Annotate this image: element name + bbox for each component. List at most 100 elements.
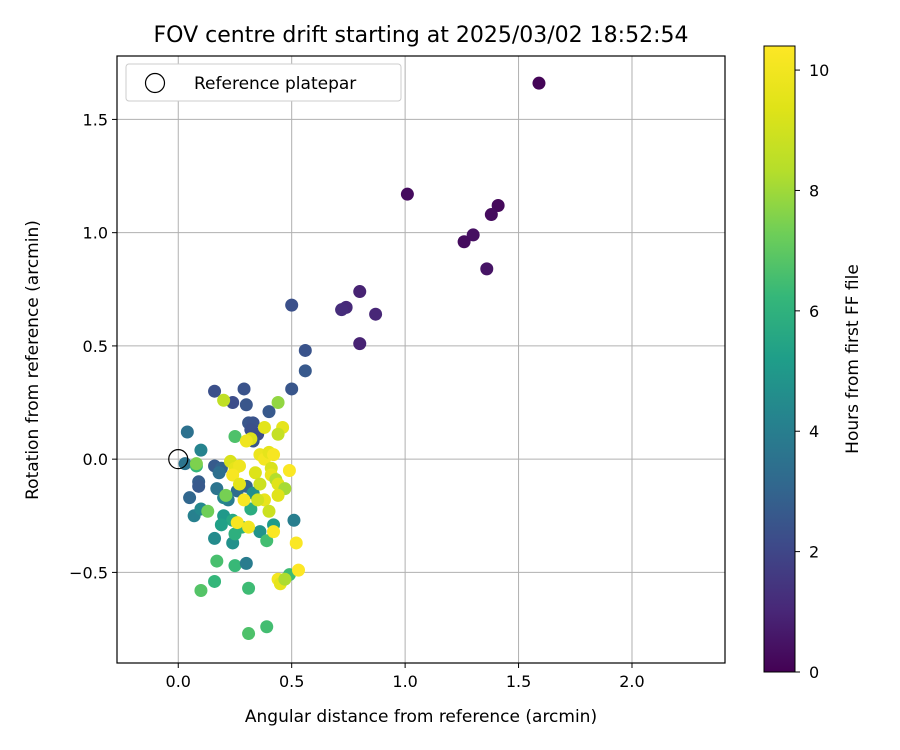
data-point: [239, 398, 253, 412]
data-point: [285, 382, 299, 396]
data-point: [248, 466, 262, 480]
data-point: [233, 459, 247, 473]
data-point: [226, 468, 240, 482]
data-point: [228, 559, 242, 573]
data-point: [183, 491, 197, 505]
data-point: [271, 488, 285, 502]
x-tick-label: 1.5: [506, 672, 531, 691]
data-point: [298, 364, 312, 378]
colorbar-tick-label: 10: [809, 61, 829, 80]
x-tick-label: 0.0: [166, 672, 191, 691]
data-point: [208, 384, 222, 398]
colorbar: 0 2 4 6 8 10 Hours from first FF file: [763, 45, 863, 682]
data-point: [287, 513, 301, 527]
data-point: [194, 443, 208, 457]
data-point: [237, 382, 251, 396]
data-point: [298, 343, 312, 357]
data-point: [353, 337, 367, 351]
chart-title: FOV centre drift starting at 2025/03/02 …: [154, 23, 689, 48]
data-point: [242, 627, 256, 641]
data-point: [353, 285, 367, 299]
data-points: [178, 76, 546, 641]
data-point: [212, 466, 226, 480]
data-point: [278, 572, 292, 586]
data-point: [194, 584, 208, 598]
data-point: [257, 420, 271, 434]
x-axis-ticks: 0.0 0.5 1.0 1.5 2.0: [166, 663, 645, 691]
x-axis-label: Angular distance from reference (arcmin): [245, 707, 597, 727]
data-point: [335, 303, 349, 317]
data-point: [214, 518, 228, 532]
x-tick-label: 0.5: [279, 672, 304, 691]
data-point: [239, 556, 253, 570]
data-point: [228, 527, 242, 541]
data-point: [192, 479, 206, 493]
y-tick-label: 1.0: [83, 224, 108, 243]
data-point: [532, 76, 546, 90]
data-point: [253, 525, 267, 539]
data-point: [260, 534, 274, 548]
y-tick-label: 0.5: [83, 337, 108, 356]
data-point: [217, 393, 231, 407]
data-point: [491, 198, 505, 212]
data-point: [262, 504, 276, 518]
legend-label: Reference platepar: [194, 74, 356, 94]
reference-marker: [168, 449, 189, 470]
data-point: [208, 531, 222, 545]
data-point: [201, 504, 215, 518]
y-tick-label: −0.5: [69, 563, 108, 582]
data-point: [228, 430, 242, 444]
x-tick-label: 1.0: [392, 672, 417, 691]
data-point: [189, 457, 203, 471]
legend-marker-icon: [144, 72, 166, 94]
data-point: [244, 502, 258, 516]
data-point: [369, 307, 383, 321]
data-point: [242, 581, 256, 595]
colorbar-tick-label: 6: [809, 302, 819, 321]
data-point: [484, 208, 498, 222]
data-point: [271, 427, 285, 441]
data-point: [230, 516, 244, 530]
data-point: [180, 425, 194, 439]
data-point: [233, 477, 247, 491]
colorbar-label: Hours from first FF file: [843, 264, 863, 454]
data-point: [480, 262, 494, 276]
plot-frame: [116, 55, 726, 664]
x-tick-label: 2.0: [619, 672, 644, 691]
colorbar-tick-label: 8: [809, 181, 819, 200]
legend-box: [125, 63, 402, 102]
y-tick-label: 0.0: [83, 450, 108, 469]
colorbar-tick-label: 0: [809, 663, 819, 682]
data-point: [210, 554, 224, 568]
data-point: [260, 620, 274, 634]
data-point: [251, 493, 265, 507]
reference-point: [168, 449, 189, 470]
colorbar-ticks: 0 2 4 6 8 10: [795, 61, 829, 682]
colorbar-gradient: [763, 45, 796, 673]
data-point: [267, 525, 281, 539]
grid: [117, 56, 725, 663]
data-point: [289, 536, 303, 550]
y-tick-label: 1.5: [83, 110, 108, 129]
data-point: [457, 235, 471, 249]
y-axis-ticks: −0.5 0.0 0.5 1.0 1.5: [69, 110, 117, 582]
data-point: [282, 463, 296, 477]
y-axis-label: Rotation from reference (arcmin): [23, 220, 43, 500]
data-point: [253, 477, 267, 491]
data-point: [400, 187, 414, 201]
colorbar-tick-label: 4: [809, 422, 819, 441]
data-point: [242, 520, 256, 534]
data-point: [267, 448, 281, 462]
data-point: [239, 434, 253, 448]
data-point: [219, 488, 233, 502]
data-point: [271, 396, 285, 410]
data-point: [210, 482, 224, 496]
data-point: [208, 574, 222, 588]
data-point: [262, 405, 276, 419]
data-point: [237, 493, 251, 507]
data-point: [466, 228, 480, 242]
colorbar-tick-label: 2: [809, 543, 819, 562]
data-point: [291, 563, 305, 577]
data-point: [178, 457, 192, 471]
